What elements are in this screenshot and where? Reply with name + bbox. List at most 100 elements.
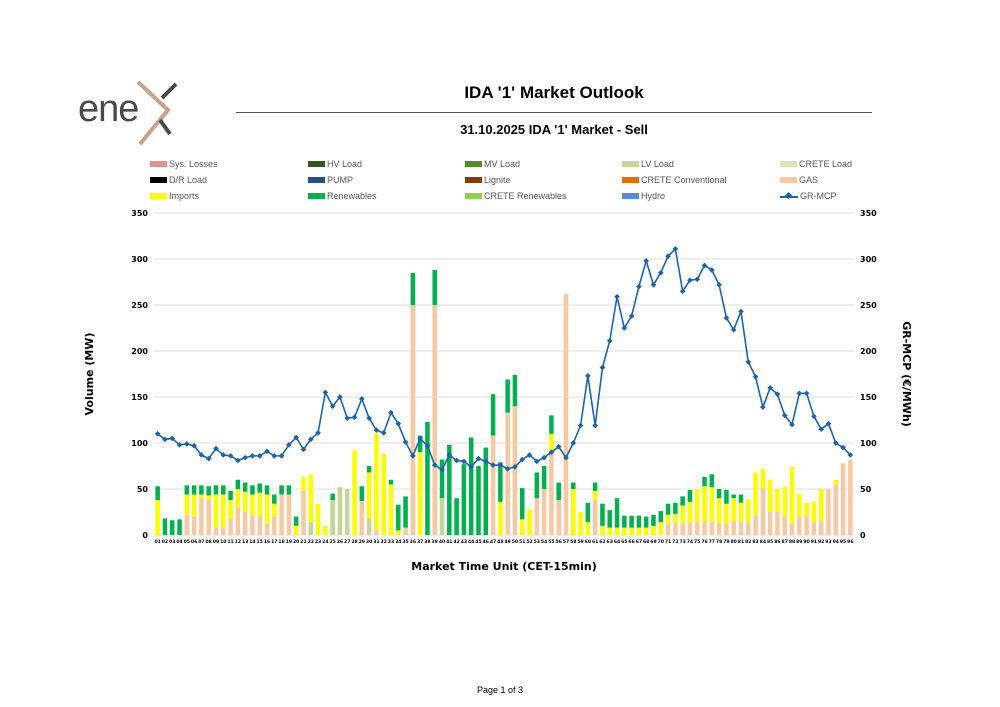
mcp-point (424, 442, 431, 449)
bar-segment (221, 494, 226, 528)
x-tick-label: 31 (373, 539, 379, 545)
legend-label: CRETE Conventional (641, 175, 727, 185)
bar-segment (366, 472, 372, 519)
x-tick-label: 84 (760, 539, 766, 545)
page-footer: Page 1 of 3 (476, 685, 524, 695)
x-tick-label: 49 (504, 539, 510, 545)
x-tick-label: 69 (650, 539, 656, 545)
mcp-point (752, 373, 759, 380)
x-tick-label: 02 (162, 539, 168, 545)
x-tick-label: 82 (745, 539, 751, 545)
mcp-point (497, 462, 504, 468)
legend-swatch (465, 193, 482, 199)
x-tick-label: 24 (322, 539, 328, 545)
mcp-point (781, 412, 788, 419)
mcp-point (198, 452, 205, 458)
x-tick-label: 57 (563, 539, 569, 545)
bar-segment (680, 523, 685, 535)
y2-tick-label: 150 (860, 393, 877, 402)
bar-segment (279, 485, 284, 495)
bar-segment (753, 514, 758, 535)
bar-segment (665, 514, 671, 524)
legend-label: Renewables (327, 191, 377, 201)
mcp-point (738, 308, 744, 315)
legend-swatch (622, 193, 639, 199)
x-tick-label: 79 (723, 539, 729, 545)
mcp-point (475, 455, 482, 462)
bar-segment (410, 305, 416, 535)
bar-segment (498, 501, 503, 535)
legend-swatch (622, 161, 639, 167)
mcp-point (512, 464, 518, 470)
bar-segment (228, 500, 233, 519)
legend-item: Renewables (308, 189, 377, 203)
mcp-point (628, 313, 635, 319)
mcp-point (811, 413, 817, 420)
legend-label: PUMP (327, 175, 354, 185)
mcp-point (249, 453, 256, 459)
legend-label: LV Load (641, 159, 674, 169)
bar-segment (622, 527, 627, 535)
x-tick-label: 77 (709, 539, 715, 545)
legend-item: MV Load (465, 157, 520, 171)
bar-segment (191, 485, 197, 495)
bar-segment (293, 525, 299, 535)
bar-segment (585, 502, 591, 523)
mcp-point (271, 453, 278, 459)
logo-wordmark: ene (78, 88, 139, 130)
bar-segment (694, 522, 700, 535)
bar-segment (592, 482, 598, 491)
bar-segment (213, 485, 219, 495)
x-tick-label: 53 (534, 539, 540, 545)
bar-segment (607, 527, 612, 535)
bar-segment (323, 525, 328, 535)
bar-segment (505, 412, 510, 535)
x-tick-label: 34 (395, 539, 401, 545)
bar-segment (366, 518, 372, 535)
x-tick-label: 88 (789, 539, 795, 545)
bar-segment (724, 523, 729, 535)
mcp-point (293, 434, 300, 441)
legend-item: LV Load (622, 157, 674, 171)
legend-label: Hydro (641, 191, 666, 201)
bar-segment (833, 479, 839, 485)
x-tick-label: 73 (679, 539, 685, 545)
bar-segment (374, 433, 379, 531)
legend-label: D/R Load (169, 175, 208, 185)
mcp-point (621, 325, 628, 331)
bar-segment (235, 489, 241, 508)
bar-segment (206, 495, 211, 501)
legend-swatch (308, 177, 325, 183)
mcp-point (643, 258, 650, 264)
bar-segment (702, 477, 707, 487)
mcp-point (446, 452, 453, 458)
bar-segment (301, 490, 306, 535)
bar-segment (614, 527, 620, 535)
bar-segment (673, 513, 678, 524)
x-tick-label: 10 (220, 539, 226, 545)
bar-segment (643, 516, 649, 528)
legend-swatch (780, 177, 797, 183)
bar-segment (374, 530, 379, 535)
bar-segment (388, 479, 394, 485)
mcp-point (307, 436, 314, 443)
logo-x-mark (136, 80, 178, 146)
mcp-point (672, 246, 679, 252)
bar-segment (636, 527, 642, 535)
mcp-point (694, 276, 701, 283)
bar-segment (206, 486, 211, 496)
mcp-point (555, 443, 562, 450)
mcp-point (242, 454, 248, 461)
chart-title: IDA '1' Market Outlook (464, 83, 644, 102)
bar-segment (206, 500, 211, 535)
bar-segment (753, 472, 758, 515)
bar-segment (359, 500, 365, 535)
bar-segment (403, 496, 408, 528)
x-tick-label: 62 (599, 539, 605, 545)
bar-segment (242, 491, 248, 512)
legend-item: Lignite (465, 173, 511, 187)
bar-segment (811, 522, 817, 535)
legend-item: CRETE Renewables (465, 189, 567, 203)
bar-segment (505, 379, 510, 413)
bar-segment (702, 486, 707, 522)
